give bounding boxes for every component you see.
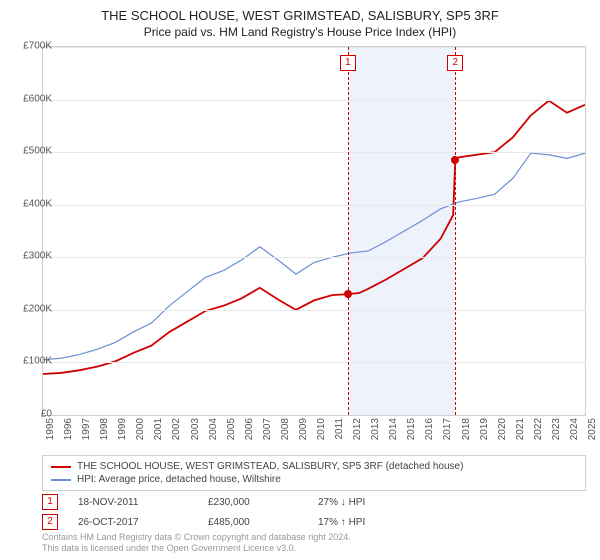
plot-area: 12 bbox=[42, 46, 586, 416]
gridline bbox=[43, 100, 585, 101]
x-axis-label: 2004 bbox=[208, 418, 219, 440]
sale-dot bbox=[451, 156, 459, 164]
legend-swatch bbox=[51, 479, 71, 481]
sale-date: 18-NOV-2011 bbox=[78, 497, 208, 508]
footer-attribution: Contains HM Land Registry data © Crown c… bbox=[42, 532, 351, 554]
y-axis-label: £300K bbox=[12, 251, 52, 262]
x-axis-label: 1996 bbox=[63, 418, 74, 440]
x-axis-label: 2003 bbox=[190, 418, 201, 440]
x-axis-label: 2022 bbox=[533, 418, 544, 440]
sale-marker-box: 1 bbox=[340, 55, 356, 71]
x-axis-label: 2023 bbox=[551, 418, 562, 440]
x-axis-label: 1999 bbox=[117, 418, 128, 440]
sale-delta: 17% ↑ HPI bbox=[318, 517, 428, 528]
footer-line-1: Contains HM Land Registry data © Crown c… bbox=[42, 532, 351, 543]
y-axis-label: £100K bbox=[12, 356, 52, 367]
legend-row: THE SCHOOL HOUSE, WEST GRIMSTEAD, SALISB… bbox=[51, 460, 577, 473]
x-axis-label: 2014 bbox=[388, 418, 399, 440]
sale-row-marker: 2 bbox=[42, 514, 58, 530]
x-axis-label: 2007 bbox=[262, 418, 273, 440]
series-property bbox=[43, 101, 585, 374]
x-axis-label: 2013 bbox=[370, 418, 381, 440]
gridline bbox=[43, 47, 585, 48]
x-axis-label: 2015 bbox=[406, 418, 417, 440]
sale-date: 26-OCT-2017 bbox=[78, 517, 208, 528]
x-axis-label: 2000 bbox=[135, 418, 146, 440]
x-axis-label: 2001 bbox=[153, 418, 164, 440]
x-axis-label: 2006 bbox=[244, 418, 255, 440]
y-axis-label: £200K bbox=[12, 303, 52, 314]
x-axis-label: 1995 bbox=[45, 418, 56, 440]
legend-swatch bbox=[51, 466, 71, 468]
sale-marker-line bbox=[348, 47, 349, 415]
x-axis-label: 2021 bbox=[515, 418, 526, 440]
x-axis-label: 2008 bbox=[280, 418, 291, 440]
legend-label: THE SCHOOL HOUSE, WEST GRIMSTEAD, SALISB… bbox=[77, 461, 463, 472]
x-axis-label: 1997 bbox=[81, 418, 92, 440]
gridline bbox=[43, 362, 585, 363]
x-axis-label: 2024 bbox=[569, 418, 580, 440]
line-chart-svg bbox=[43, 47, 585, 415]
x-axis-label: 2020 bbox=[497, 418, 508, 440]
gridline bbox=[43, 205, 585, 206]
legend-label: HPI: Average price, detached house, Wilt… bbox=[77, 474, 281, 485]
chart-container: THE SCHOOL HOUSE, WEST GRIMSTEAD, SALISB… bbox=[0, 0, 600, 560]
sale-marker-box: 2 bbox=[447, 55, 463, 71]
y-axis-label: £400K bbox=[12, 198, 52, 209]
gridline bbox=[43, 257, 585, 258]
footer-line-2: This data is licensed under the Open Gov… bbox=[42, 543, 351, 554]
sale-row-marker: 1 bbox=[42, 494, 58, 510]
x-axis-label: 2011 bbox=[334, 418, 345, 440]
y-axis-label: £600K bbox=[12, 93, 52, 104]
x-axis-label: 2017 bbox=[442, 418, 453, 440]
sale-price: £485,000 bbox=[208, 517, 318, 528]
x-axis-label: 2012 bbox=[352, 418, 363, 440]
sale-dot bbox=[344, 290, 352, 298]
y-axis-label: £500K bbox=[12, 146, 52, 157]
x-axis-label: 2005 bbox=[226, 418, 237, 440]
chart-title: THE SCHOOL HOUSE, WEST GRIMSTEAD, SALISB… bbox=[0, 0, 600, 23]
sales-table: 1 18-NOV-2011£230,00027% ↓ HPI 2 26-OCT-201… bbox=[42, 492, 586, 532]
sale-row: 1 18-NOV-2011£230,00027% ↓ HPI bbox=[42, 492, 586, 512]
chart-subtitle: Price paid vs. HM Land Registry's House … bbox=[0, 23, 600, 43]
sale-marker-line bbox=[455, 47, 456, 415]
x-axis-label: 2025 bbox=[587, 418, 598, 440]
x-axis-label: 2010 bbox=[316, 418, 327, 440]
y-axis-label: £700K bbox=[12, 41, 52, 52]
legend: THE SCHOOL HOUSE, WEST GRIMSTEAD, SALISB… bbox=[42, 455, 586, 491]
sale-row: 2 26-OCT-2017£485,00017% ↑ HPI bbox=[42, 512, 586, 532]
gridline bbox=[43, 152, 585, 153]
legend-row: HPI: Average price, detached house, Wilt… bbox=[51, 473, 577, 486]
x-axis-label: 2019 bbox=[479, 418, 490, 440]
sale-delta: 27% ↓ HPI bbox=[318, 497, 428, 508]
x-axis-label: 2018 bbox=[461, 418, 472, 440]
x-axis-label: 2002 bbox=[171, 418, 182, 440]
x-axis-label: 2009 bbox=[298, 418, 309, 440]
x-axis-label: 2016 bbox=[424, 418, 435, 440]
gridline bbox=[43, 310, 585, 311]
sale-price: £230,000 bbox=[208, 497, 318, 508]
x-axis-label: 1998 bbox=[99, 418, 110, 440]
